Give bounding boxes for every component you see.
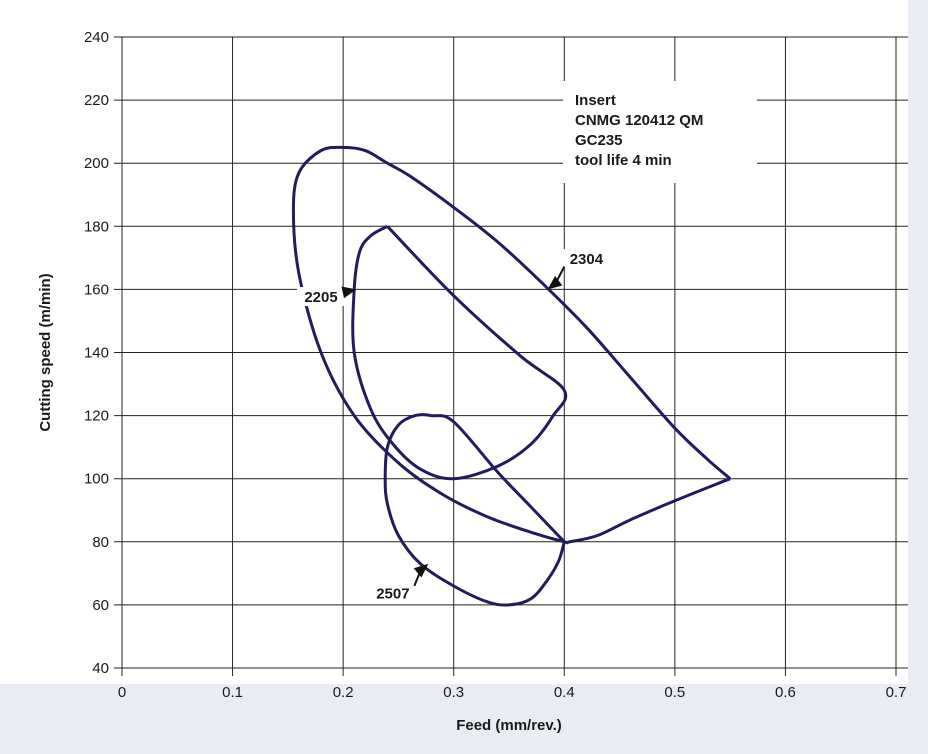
y-tick-label: 100: [84, 471, 109, 488]
y-axis-title: Cutting speed (m/min): [37, 273, 54, 431]
x-tick-label: 0.1: [222, 684, 243, 701]
x-tick-label: 0.4: [554, 684, 575, 701]
annotation-line: Insert: [575, 92, 616, 109]
x-tick-label: 0.3: [443, 684, 464, 701]
x-axis-title: Feed (mm/rev.): [456, 717, 562, 734]
annotation-line: GC235: [575, 132, 623, 149]
y-tick-label: 220: [84, 92, 109, 109]
x-tick-label: 0.7: [886, 684, 907, 701]
y-tick-label: 200: [84, 155, 109, 172]
y-tick-label: 180: [84, 218, 109, 235]
x-tick-label: 0.6: [775, 684, 796, 701]
series-label-2507: 2507: [376, 586, 409, 603]
series-label-2205: 2205: [304, 289, 337, 306]
series-label-2304: 2304: [570, 251, 604, 268]
y-tick-label: 40: [92, 660, 109, 677]
y-tick-label: 140: [84, 345, 109, 362]
annotation-line: tool life 4 min: [575, 152, 672, 169]
x-tick-label: 0: [118, 684, 126, 701]
y-tick-label: 160: [84, 281, 109, 298]
y-tick-label: 60: [92, 597, 109, 614]
y-tick-label: 80: [92, 534, 109, 551]
y-tick-label: 240: [84, 29, 109, 46]
x-tick-label: 0.5: [664, 684, 685, 701]
annotation-layer: Insert CNMG 120412 QM GC235 tool life 4 min: [563, 81, 757, 183]
x-tick-label: 0.2: [333, 684, 354, 701]
annotation-line: CNMG 120412 QM: [575, 112, 703, 129]
y-tick-label: 120: [84, 408, 109, 425]
